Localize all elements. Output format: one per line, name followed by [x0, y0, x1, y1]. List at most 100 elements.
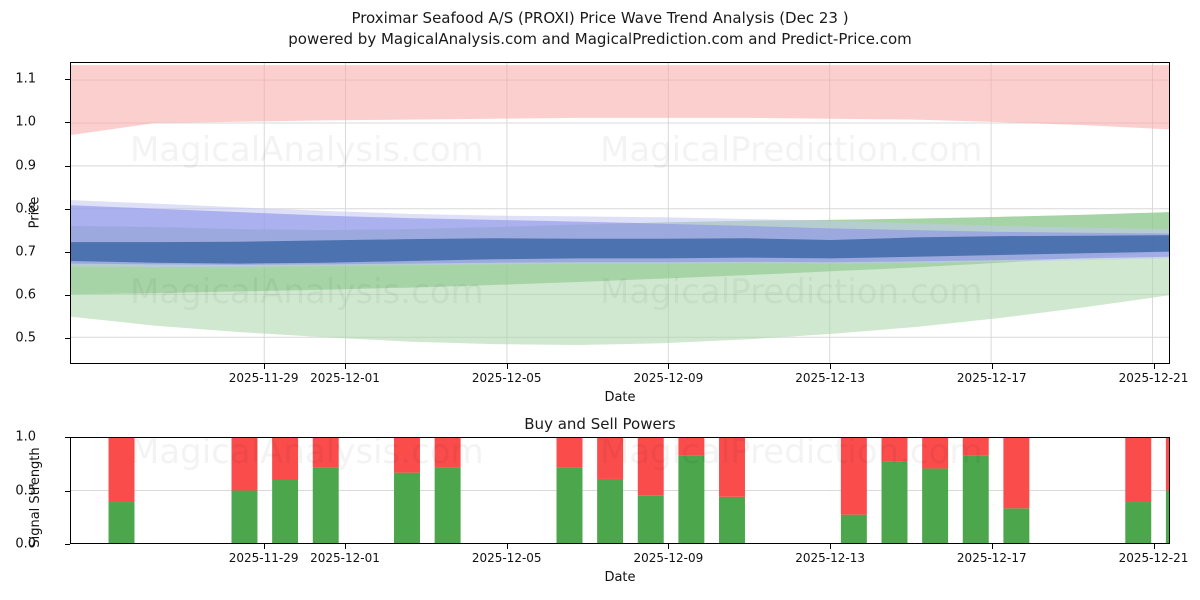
price-y-tick-label: 0.5 — [15, 330, 36, 346]
sell-power-bar — [840, 438, 867, 515]
price-y-tick-label: 1.0 — [15, 114, 36, 130]
signal-y-tick-label: 0.0 — [15, 536, 36, 552]
buy-sell-powers-chart: 0.0 0.5 1.0 2025-11-29 2025-12-01 2025-12-05… — [15, 430, 1188, 566]
price-x-tick-mark — [830, 364, 832, 369]
signal-y-tick-label: 1.0 — [15, 429, 36, 445]
sell-power-bar — [434, 438, 461, 468]
price-x-tick-label: 2025-11-29 — [228, 371, 299, 385]
price-y-tick-mark — [65, 338, 70, 340]
signal-y-axis-title: Signal Strength — [28, 447, 43, 548]
price-y-tick-label: 0.9 — [15, 158, 36, 174]
signal-y-tick-mark — [65, 490, 70, 492]
buy-power-bar — [231, 490, 258, 543]
signal-y-tick-mark — [65, 544, 70, 545]
buy-power-bar — [1003, 508, 1030, 543]
buy-power-bar — [556, 467, 583, 543]
buy-power-bar — [840, 514, 867, 543]
price-chart-svg — [71, 63, 1169, 363]
signal-x-axis-title: Date — [604, 570, 636, 585]
price-band-resistance-band-upper — [71, 65, 1169, 135]
buy-power-bar — [881, 461, 908, 543]
price-x-tick-mark — [506, 364, 508, 369]
signal-x-tick-mark — [830, 544, 832, 549]
signal-x-tick-mark — [1153, 544, 1155, 549]
buy-power-bar — [434, 467, 461, 543]
sell-power-bar — [678, 438, 705, 456]
buy-power-bar — [678, 455, 705, 543]
price-y-axis-title: Price — [27, 196, 43, 229]
sell-power-bar — [556, 438, 583, 468]
sell-power-bar — [1003, 438, 1030, 509]
price-x-tick-label: 2025-12-17 — [956, 371, 1027, 385]
buy-power-bar — [1125, 502, 1152, 543]
buy-power-bar — [922, 468, 949, 543]
price-y-tick-label: 0.8 — [15, 201, 36, 217]
signal-x-tick-label: 2025-11-29 — [228, 551, 299, 565]
price-y-tick-mark — [65, 165, 70, 167]
price-x-tick-label: 2025-12-05 — [471, 371, 542, 385]
buy-power-bar — [394, 472, 420, 543]
sell-power-bar — [108, 438, 135, 503]
price-y-tick-mark — [65, 251, 70, 253]
buy-power-bar — [1165, 490, 1169, 543]
price-y-tick-mark — [65, 79, 70, 81]
price-x-tick-mark — [668, 364, 670, 369]
signal-x-tick-label: 2025-12-05 — [471, 551, 542, 565]
signal-y-tick-mark — [65, 437, 70, 438]
sell-power-bar — [394, 438, 420, 473]
price-band-wave-band-core — [71, 235, 1169, 264]
price-x-tick-label: 2025-12-09 — [633, 371, 704, 385]
price-y-tick-label: 1.1 — [15, 71, 36, 87]
price-x-tick-label: 2025-12-01 — [310, 371, 380, 385]
sell-power-bar — [881, 438, 908, 462]
title-line-1: Proximar Seafood A/S (PROXI) Price Wave … — [351, 9, 849, 27]
sell-power-bar — [962, 438, 989, 456]
buy-power-bar — [597, 478, 624, 543]
signal-x-tick-mark — [345, 544, 346, 549]
price-plot-area — [70, 62, 1170, 364]
sell-power-bar — [719, 438, 745, 497]
signal-x-tick-label: 2025-12-21 — [1118, 551, 1189, 565]
sell-power-bar — [312, 438, 339, 468]
sell-power-bar — [922, 438, 949, 469]
price-y-tick-mark — [65, 294, 70, 296]
signal-plot-area — [70, 437, 1170, 544]
signal-y-tick-label: 0.5 — [15, 483, 36, 498]
signal-x-tick-label: 2025-12-17 — [956, 551, 1027, 565]
price-wave-chart: 0.5 0.6 0.7 0.8 0.9 1.0 1.1 2025-11-29 2025-12-… — [15, 62, 1188, 385]
signal-x-tick-label: 2025-12-13 — [795, 551, 865, 565]
signal-x-tick-mark — [506, 544, 508, 549]
sell-power-bar — [272, 438, 299, 480]
page-title: Proximar Seafood A/S (PROXI) Price Wave … — [0, 8, 1200, 50]
signal-x-tick-label: 2025-12-09 — [633, 551, 704, 565]
signal-chart-svg — [71, 438, 1169, 543]
signal-x-tick-label: 2025-12-01 — [310, 551, 380, 565]
buy-power-bar — [272, 480, 299, 543]
signal-chart-title: Buy and Sell Powers — [524, 415, 676, 433]
buy-power-bar — [962, 455, 989, 543]
sell-power-bar — [597, 438, 624, 479]
price-y-tick-mark — [65, 208, 70, 210]
sell-power-bar — [1165, 438, 1169, 491]
price-y-tick-mark — [65, 122, 70, 124]
price-y-tick-label: 0.6 — [15, 287, 36, 303]
sell-power-bar — [637, 438, 664, 496]
sell-power-bar — [231, 438, 258, 491]
signal-x-tick-mark — [668, 544, 670, 549]
title-line-2: powered by MagicalAnalysis.com and Magic… — [288, 30, 912, 48]
price-x-tick-mark — [263, 364, 265, 369]
price-x-axis-title: Date — [604, 390, 636, 405]
buy-power-bar — [637, 495, 664, 543]
buy-power-bar — [312, 467, 339, 543]
price-y-tick-label: 0.7 — [15, 244, 36, 260]
price-x-tick-mark — [345, 364, 346, 369]
sell-power-bar — [1125, 438, 1152, 503]
price-x-tick-label: 2025-12-21 — [1118, 371, 1189, 385]
price-x-tick-mark — [991, 364, 993, 369]
buy-power-bar — [108, 502, 135, 543]
signal-x-tick-mark — [263, 544, 265, 549]
signal-x-tick-mark — [991, 544, 993, 549]
price-x-tick-mark — [1153, 364, 1155, 369]
buy-power-bar — [719, 496, 745, 543]
